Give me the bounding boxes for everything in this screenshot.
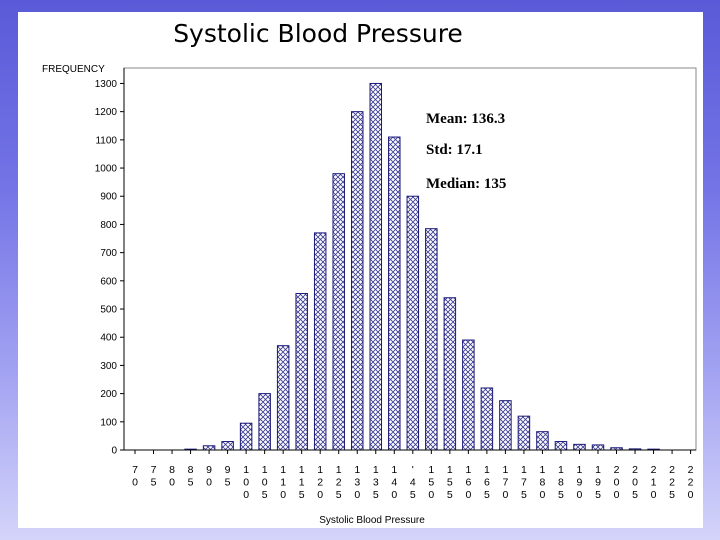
stat-median: Median: 135 bbox=[426, 176, 506, 192]
stats-annotation: Mean: 136.3 Std: 17.1 Median: 135 bbox=[426, 111, 506, 192]
histogram-bar bbox=[517, 415, 531, 451]
y-tick-label: 800 bbox=[100, 220, 117, 231]
y-tick-label: 100 bbox=[100, 417, 117, 428]
histogram-bar bbox=[202, 445, 216, 451]
histogram-bar bbox=[554, 441, 568, 451]
x-axis: 7 0 7 5 8 0 8 5 9 0 9 5 1 0 0 1 0 5 1 1 0 1 1 5 1 2 0 1 2 5 1 3 0 1 3 5 1 4 0 '… bbox=[124, 449, 696, 501]
histogram-bar bbox=[388, 136, 401, 451]
histogram-bar bbox=[313, 232, 327, 451]
histogram-bar bbox=[443, 297, 457, 451]
y-tick-label: 700 bbox=[100, 248, 117, 259]
histogram-bar bbox=[332, 173, 345, 451]
histogram-bar bbox=[591, 444, 605, 451]
y-tick-label: 600 bbox=[100, 276, 117, 287]
bar-series bbox=[184, 82, 660, 451]
histogram-bar bbox=[239, 422, 253, 451]
x-tick-label: ' 4 5 bbox=[410, 464, 416, 501]
histogram-bar bbox=[258, 393, 271, 451]
stat-std: Std: 17.1 bbox=[426, 142, 483, 158]
histogram-bar bbox=[425, 228, 438, 451]
y-tick-label: 400 bbox=[100, 333, 117, 344]
y-tick-label: 300 bbox=[100, 361, 117, 372]
y-tick-label: 200 bbox=[100, 389, 117, 400]
histogram-bar bbox=[499, 400, 512, 451]
y-axis: 0 100 200 300 400 500 600 700 800 900 1000 1100 1200… bbox=[95, 68, 125, 457]
histogram-chart: Systolic Blood Pressure FREQUENCY Systol… bbox=[42, 19, 697, 526]
y-tick-label: 500 bbox=[100, 305, 117, 316]
y-tick-label: 0 bbox=[111, 446, 117, 457]
y-tick-label: 1300 bbox=[95, 79, 118, 90]
histogram-bar bbox=[276, 345, 290, 451]
histogram-bar bbox=[573, 443, 586, 451]
y-tick-label: 1200 bbox=[95, 107, 118, 118]
histogram-bar bbox=[221, 441, 234, 451]
histogram-bar bbox=[406, 195, 420, 451]
y-axis-label: FREQUENCY bbox=[42, 64, 105, 75]
stat-mean: Mean: 136.3 bbox=[426, 111, 505, 127]
histogram-bar bbox=[536, 431, 549, 451]
slide-panel: Systolic Blood Pressure FREQUENCY Systol… bbox=[18, 12, 703, 528]
histogram-bar bbox=[369, 82, 383, 451]
histogram-bar bbox=[480, 387, 494, 451]
histogram-bar bbox=[295, 293, 308, 451]
y-tick-label: 1100 bbox=[95, 135, 117, 146]
chart-title: Systolic Blood Pressure bbox=[173, 19, 463, 48]
x-axis-label: Systolic Blood Pressure bbox=[319, 515, 425, 526]
y-tick-label: 1000 bbox=[95, 164, 118, 175]
y-tick-label: 900 bbox=[100, 192, 117, 203]
histogram-bar bbox=[350, 111, 364, 451]
histogram-bar bbox=[462, 339, 475, 451]
